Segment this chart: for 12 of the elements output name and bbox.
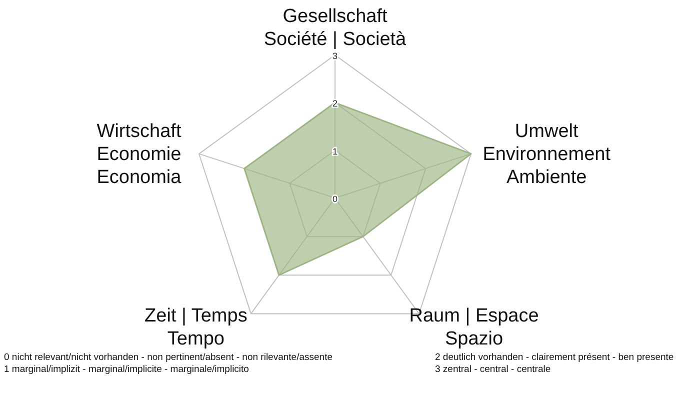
spoke-label: Raum | Espace Spazio — [409, 306, 539, 350]
spoke-label: Zeit | Temps Tempo — [144, 306, 248, 350]
y-tick-label: 0 — [332, 194, 338, 204]
spoke-label: Umwelt Environnement Ambiente — [482, 120, 612, 188]
spoke-label: Wirtschaft Economie Economia — [96, 120, 182, 188]
text: 0 nicht relevant/nicht vorhanden - non pertinent/absent - non rilevante/assente — [4, 352, 332, 363]
text: 2 deutlich vorhanden - clairement présent - ben presente — [435, 352, 674, 363]
y-tick-label: 3 — [332, 51, 338, 61]
text: 3 zentral - central - centrale — [435, 364, 551, 375]
spoke-label: Gesellschaft Société | Società — [264, 6, 407, 50]
y-tick-label: 1 — [332, 146, 338, 156]
text: 1 marginal/implizit - marginal/implicite - marginale/implicito — [4, 364, 249, 375]
